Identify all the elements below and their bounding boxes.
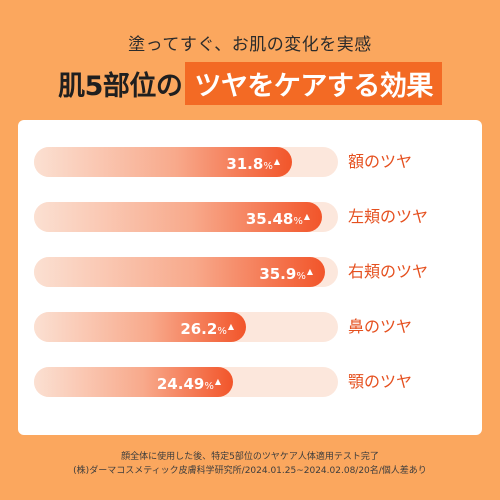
bar [34, 202, 322, 232]
subtitle: 塗ってすぐ、お肌の変化を実感 [128, 35, 372, 55]
bar-value-number: 35.9 [259, 265, 297, 283]
increase-triangle-icon: ▲ [306, 267, 313, 276]
bar-category-label: 左頬のツヤ [348, 207, 429, 226]
bar [34, 257, 325, 287]
bar-value-number: 26.2 [180, 320, 218, 338]
bar-value-label: 35.9%▲ [259, 257, 313, 287]
bar-value-unit: % [293, 216, 303, 227]
bar-value-unit: % [296, 271, 306, 282]
bar-category-label: 右頬のツヤ [348, 262, 429, 281]
bar [34, 367, 233, 397]
bar-value-unit: % [263, 161, 273, 172]
title-highlight: ツヤをケアする効果 [185, 62, 442, 105]
increase-triangle-icon: ▲ [214, 377, 221, 386]
page-title: 肌5部位の ツヤをケアする効果 [0, 62, 500, 105]
bar-value-label: 31.8%▲ [226, 147, 280, 177]
bar-value-number: 31.8 [226, 155, 264, 173]
chart-panel: 31.8%▲ 額のツヤ 35.48%▲ 左頬のツヤ 35.9%▲ 右頬のツヤ 26.2%▲ 鼻… [18, 120, 482, 435]
bar-value-unit: % [217, 326, 227, 337]
bar-category-label: 額のツヤ [348, 152, 413, 171]
bar [34, 147, 292, 177]
bar-value-unit: % [204, 381, 214, 392]
bar-value-label: 35.48%▲ [246, 202, 310, 232]
bar-category-label: 顎のツヤ [348, 372, 413, 391]
bar-value-label: 26.2%▲ [180, 312, 234, 342]
bar-value-label: 24.49%▲ [157, 367, 221, 397]
bar [34, 312, 246, 342]
title-plain: 肌5部位の [58, 71, 183, 102]
bar-category-label: 鼻のツヤ [348, 317, 413, 336]
increase-triangle-icon: ▲ [303, 212, 310, 221]
bar-value-number: 24.49 [156, 375, 205, 393]
bar-value-number: 35.48 [245, 210, 294, 228]
footnote-line1: 顔全体に使用した後、特定5部位のツヤケア人体適用テスト完了 [121, 452, 379, 462]
increase-triangle-icon: ▲ [227, 322, 234, 331]
footnote-line2: (株)ダーマコスメティック皮膚科学研究所/2024.01.25~2024.02.… [73, 466, 427, 476]
increase-triangle-icon: ▲ [273, 157, 280, 166]
